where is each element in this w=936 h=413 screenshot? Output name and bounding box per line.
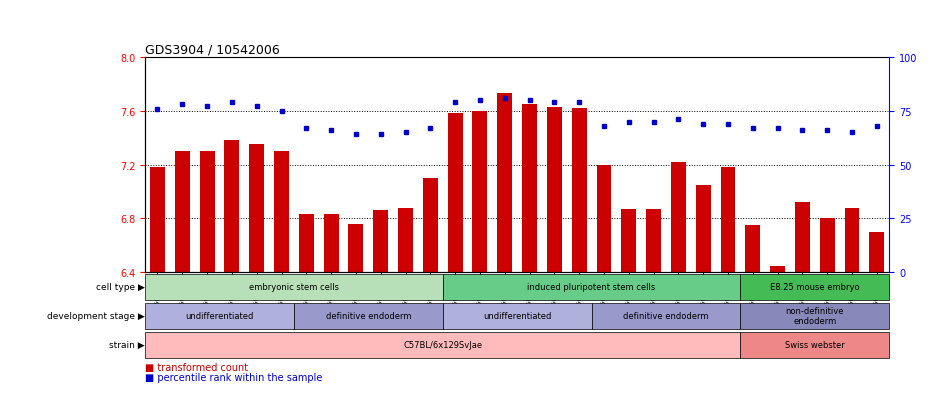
- Bar: [497, 94, 512, 273]
- Bar: [740, 332, 889, 358]
- Text: induced pluripotent stem cells: induced pluripotent stem cells: [527, 282, 656, 292]
- Bar: [740, 274, 889, 300]
- Bar: [671, 163, 686, 273]
- Bar: [199, 152, 214, 273]
- Text: ■ percentile rank within the sample: ■ percentile rank within the sample: [145, 372, 323, 382]
- Bar: [646, 209, 661, 273]
- Bar: [795, 203, 810, 273]
- Text: definitive endoderm: definitive endoderm: [326, 311, 411, 320]
- Text: cell type ▶: cell type ▶: [96, 282, 145, 292]
- Bar: [547, 107, 562, 273]
- Bar: [447, 114, 462, 273]
- Bar: [770, 266, 785, 273]
- Bar: [274, 152, 289, 273]
- Bar: [443, 303, 592, 329]
- Bar: [443, 274, 740, 300]
- Bar: [225, 141, 240, 273]
- Bar: [175, 152, 190, 273]
- Bar: [745, 225, 760, 273]
- Text: Swiss webster: Swiss webster: [785, 340, 844, 349]
- Text: GDS3904 / 10542006: GDS3904 / 10542006: [145, 44, 280, 57]
- Text: E8.25 mouse embryo: E8.25 mouse embryo: [770, 282, 859, 292]
- Text: development stage ▶: development stage ▶: [48, 311, 145, 320]
- Text: embryonic stem cells: embryonic stem cells: [249, 282, 339, 292]
- Bar: [145, 303, 294, 329]
- Bar: [740, 303, 889, 329]
- Text: C57BL/6x129SvJae: C57BL/6x129SvJae: [403, 340, 482, 349]
- Text: undifferentiated: undifferentiated: [185, 311, 254, 320]
- Bar: [844, 208, 859, 273]
- Text: ■ transformed count: ■ transformed count: [145, 363, 248, 373]
- Bar: [423, 179, 438, 273]
- Bar: [473, 112, 488, 273]
- Bar: [249, 145, 264, 273]
- Bar: [622, 209, 636, 273]
- Bar: [721, 168, 736, 273]
- Bar: [820, 219, 835, 273]
- Bar: [596, 165, 611, 273]
- Bar: [145, 274, 443, 300]
- Text: definitive endoderm: definitive endoderm: [623, 311, 709, 320]
- Text: undifferentiated: undifferentiated: [483, 311, 551, 320]
- Bar: [572, 109, 587, 273]
- Bar: [398, 208, 413, 273]
- Bar: [373, 211, 388, 273]
- Bar: [348, 224, 363, 273]
- Bar: [294, 303, 443, 329]
- Text: strain ▶: strain ▶: [110, 340, 145, 349]
- Bar: [150, 168, 165, 273]
- Bar: [145, 332, 740, 358]
- Bar: [299, 215, 314, 273]
- Text: non-definitive
endoderm: non-definitive endoderm: [785, 306, 844, 325]
- Bar: [592, 303, 740, 329]
- Bar: [522, 105, 537, 273]
- Bar: [870, 232, 885, 273]
- Bar: [695, 185, 710, 273]
- Bar: [324, 215, 339, 273]
